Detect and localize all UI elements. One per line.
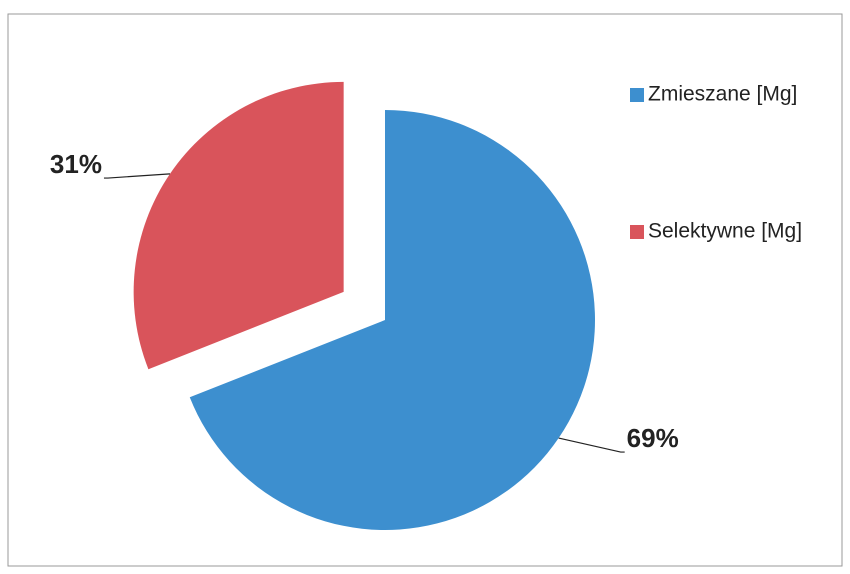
data-label: 31% (50, 149, 102, 179)
legend-swatch (630, 88, 644, 102)
legend-label: Zmieszane [Mg] (648, 83, 797, 106)
legend-label: Selektywne [Mg] (648, 220, 802, 243)
leader-line (103, 173, 170, 179)
pie-slice (189, 110, 595, 531)
leader-line (558, 437, 625, 453)
legend-swatch (630, 225, 644, 239)
data-label: 69% (627, 423, 679, 453)
pie-slice (133, 81, 344, 370)
